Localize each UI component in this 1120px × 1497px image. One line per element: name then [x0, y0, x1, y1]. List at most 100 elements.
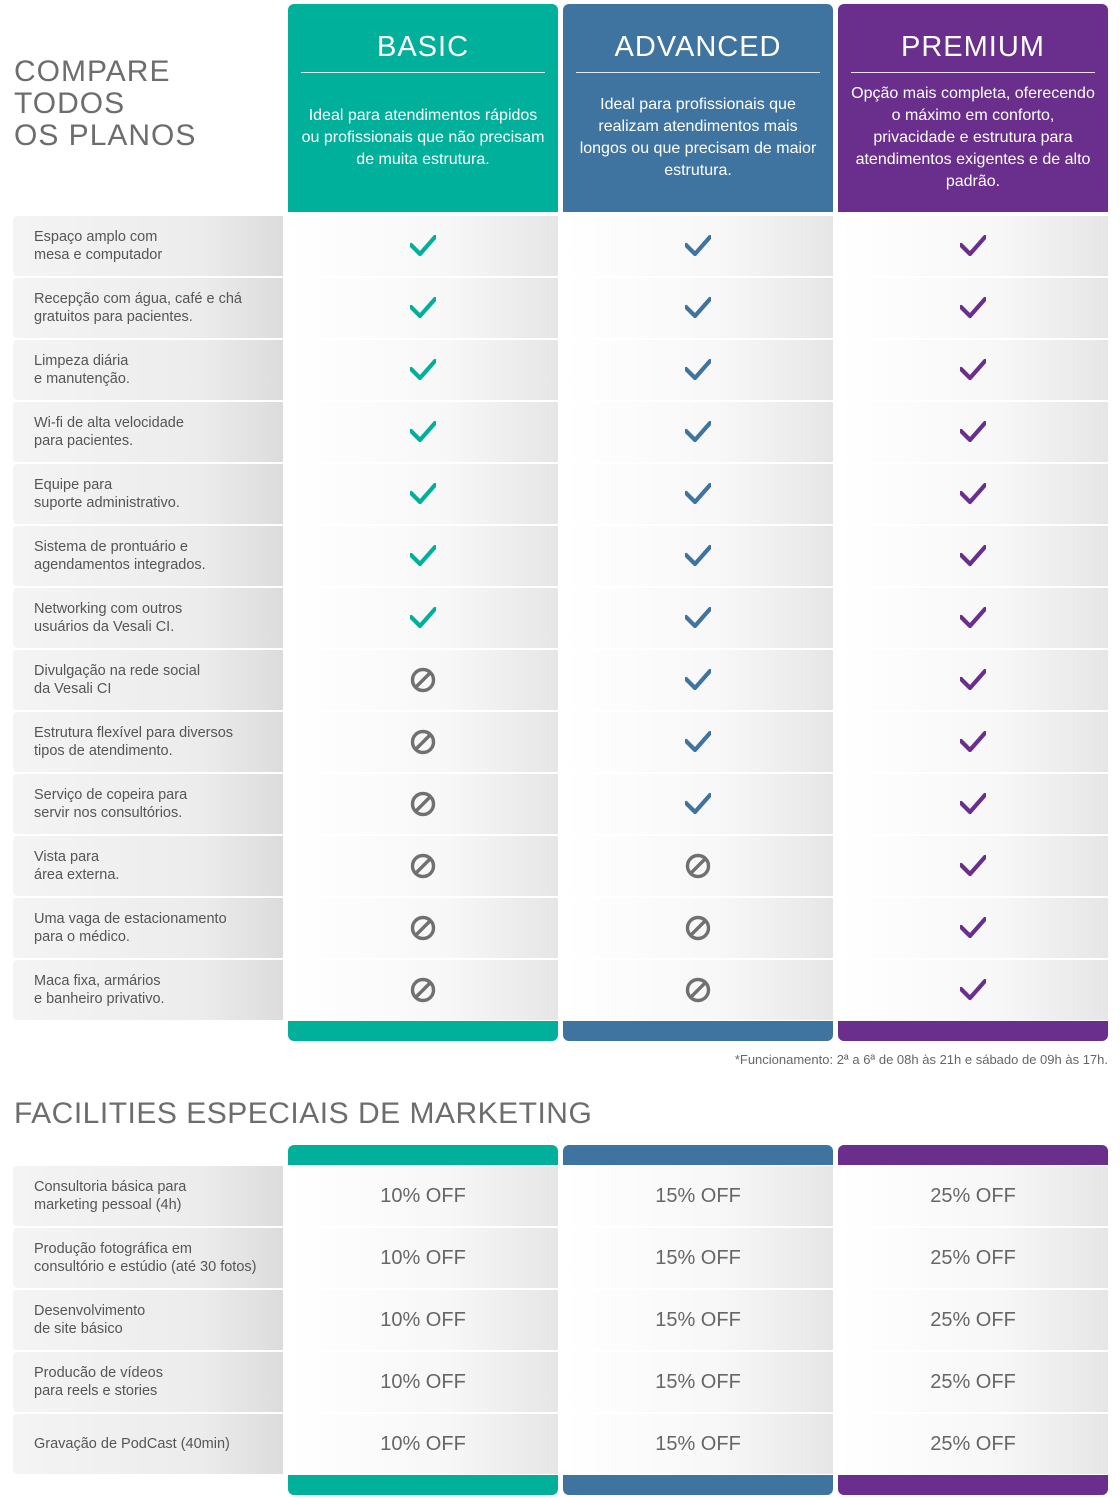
not-included-icon: [410, 853, 436, 879]
feature-cell-premium: [838, 588, 1108, 648]
facility-cell-basic: 10% OFF: [288, 1228, 558, 1288]
feature-cell-basic: [288, 340, 558, 400]
check-icon: [410, 235, 436, 257]
plan-description: Ideal para profissionais que realizam at…: [579, 96, 817, 179]
feature-cell-advanced: [563, 526, 833, 586]
discount-value: 15% OFF: [655, 1370, 741, 1393]
not-included-icon: [410, 729, 436, 755]
feature-cell-basic: [288, 960, 558, 1020]
check-icon: [685, 359, 711, 381]
check-icon: [960, 359, 986, 381]
check-icon: [960, 297, 986, 319]
feature-cell-basic: [288, 898, 558, 958]
discount-value: 15% OFF: [655, 1432, 741, 1455]
not-included-icon: [410, 791, 436, 817]
facility-cell-premium: 25% OFF: [838, 1228, 1108, 1288]
feature-cell-advanced: [563, 898, 833, 958]
feature-cell-advanced: [563, 340, 833, 400]
feature-cell-premium: [838, 774, 1108, 834]
feature-cell-premium: [838, 402, 1108, 462]
facility-cell-premium: 25% OFF: [838, 1414, 1108, 1474]
feature-cell-advanced: [563, 464, 833, 524]
facility-cell-advanced: 15% OFF: [563, 1352, 833, 1412]
discount-value: 25% OFF: [930, 1184, 1016, 1207]
plan-name: BASIC: [376, 31, 470, 63]
facilities-title: FACILITIES ESPECIAIS DE MARKETING: [14, 1097, 593, 1130]
feature-cell-premium: [838, 898, 1108, 958]
feature-cell-basic: [288, 464, 558, 524]
feature-label: Divulgação na rede social da Vesali CI: [13, 650, 283, 710]
feature-cell-advanced: [563, 836, 833, 896]
feature-cell-basic: [288, 278, 558, 338]
feature-label: Uma vaga de estacionamento para o médico…: [13, 898, 283, 958]
facility-footer-bar-advanced: [563, 1475, 833, 1495]
compare-title: COMPARE TODOS OS PLANOS: [14, 55, 197, 152]
check-icon: [685, 483, 711, 505]
discount-value: 25% OFF: [930, 1246, 1016, 1269]
check-icon: [685, 421, 711, 443]
not-included-icon: [410, 915, 436, 941]
check-icon: [960, 545, 986, 567]
feature-label: Networking com outros usuários da Vesali…: [13, 588, 283, 648]
facility-cell-premium: 25% OFF: [838, 1166, 1108, 1226]
feature-cell-premium: [838, 960, 1108, 1020]
feature-cell-advanced: [563, 774, 833, 834]
discount-value: 10% OFF: [380, 1370, 466, 1393]
plan-footer-bar-premium: [838, 1021, 1108, 1041]
discount-value: 15% OFF: [655, 1184, 741, 1207]
discount-value: 10% OFF: [380, 1246, 466, 1269]
feature-cell-advanced: [563, 278, 833, 338]
plan-divider: [301, 72, 545, 73]
discount-value: 15% OFF: [655, 1308, 741, 1331]
feature-label: Serviço de copeira para servir nos consu…: [13, 774, 283, 834]
check-icon: [685, 545, 711, 567]
feature-label: Espaço amplo com mesa e computador: [13, 216, 283, 276]
facility-cell-advanced: 15% OFF: [563, 1414, 833, 1474]
facility-footer-bar-basic: [288, 1475, 558, 1495]
not-included-icon: [685, 977, 711, 1003]
plan-description: Ideal para atendimentos rápidos ou profi…: [301, 107, 545, 168]
not-included-icon: [685, 915, 711, 941]
feature-cell-premium: [838, 836, 1108, 896]
facility-label: Gravação de PodCast (40min): [13, 1414, 283, 1474]
check-icon: [960, 793, 986, 815]
discount-value: 25% OFF: [930, 1370, 1016, 1393]
facility-label: Consultoria básica para marketing pessoa…: [13, 1166, 283, 1226]
feature-cell-advanced: [563, 216, 833, 276]
facility-label: Producão de vídeos para reels e stories: [13, 1352, 283, 1412]
facility-cell-premium: 25% OFF: [838, 1290, 1108, 1350]
facility-label: Produção fotográfica em consultório e es…: [13, 1228, 283, 1288]
facility-cell-advanced: 15% OFF: [563, 1228, 833, 1288]
feature-cell-premium: [838, 340, 1108, 400]
feature-cell-premium: [838, 216, 1108, 276]
discount-value: 25% OFF: [930, 1308, 1016, 1331]
feature-cell-advanced: [563, 402, 833, 462]
check-icon: [410, 359, 436, 381]
plan-description: Opção mais completa, oferecendo o máximo…: [851, 85, 1095, 190]
feature-cell-advanced: [563, 650, 833, 710]
plan-header-advanced: ADVANCED Ideal para profissionais que rea…: [563, 4, 833, 212]
plan-footer-bar-advanced: [563, 1021, 833, 1041]
feature-cell-advanced: [563, 712, 833, 772]
check-icon: [960, 917, 986, 939]
discount-value: 15% OFF: [655, 1246, 741, 1269]
plan-divider: [576, 72, 820, 73]
feature-cell-premium: [838, 712, 1108, 772]
feature-label: Maca fixa, armários e banheiro privativo…: [13, 960, 283, 1020]
feature-label: Estrutura flexível para diversos tipos d…: [13, 712, 283, 772]
feature-cell-basic: [288, 588, 558, 648]
plan-name: ADVANCED: [614, 31, 782, 63]
discount-value: 25% OFF: [930, 1432, 1016, 1455]
check-icon: [685, 793, 711, 815]
feature-cell-advanced: [563, 960, 833, 1020]
check-icon: [410, 545, 436, 567]
feature-cell-premium: [838, 278, 1108, 338]
plan-name: PREMIUM: [901, 31, 1045, 63]
plan-footer-bar-basic: [288, 1021, 558, 1041]
check-icon: [960, 607, 986, 629]
check-icon: [960, 421, 986, 443]
facility-cell-basic: 10% OFF: [288, 1414, 558, 1474]
facility-cell-advanced: 15% OFF: [563, 1166, 833, 1226]
check-icon: [685, 607, 711, 629]
check-icon: [410, 483, 436, 505]
